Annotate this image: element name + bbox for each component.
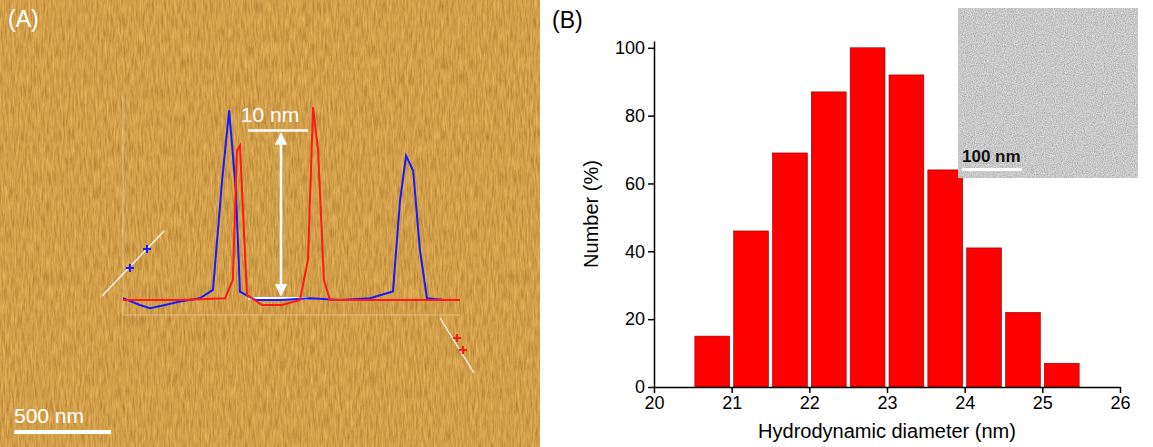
y-axis: 0 20 40 60 80 100 (615, 38, 655, 397)
y-tick-label: 60 (625, 174, 645, 194)
y-tick-mark (648, 319, 654, 321)
x-axis-line (123, 315, 460, 316)
annotation-label: 10 nm (241, 103, 299, 126)
y-axis-title: Number (%) (580, 160, 602, 268)
histogram-bar (1006, 312, 1041, 387)
y-tick-label: 80 (625, 106, 645, 126)
x-tick: 23 (877, 387, 897, 413)
panel-a: 10 nm 500 nm (A) (0, 0, 540, 447)
y-tick: 60 (625, 174, 654, 194)
x-tick: 26 (1110, 387, 1130, 413)
histogram-bar (734, 231, 769, 387)
x-tick-label: 25 (1033, 393, 1053, 413)
y-tick-label: 20 (625, 309, 645, 329)
histogram-bar (850, 48, 885, 387)
afm-image-texture (0, 0, 540, 447)
y-axis-line (123, 97, 124, 315)
y-tick-label: 0 (635, 377, 645, 397)
section-cursor (453, 334, 467, 354)
x-axis-title: Hydrodynamic diameter (nm) (758, 420, 1016, 442)
y-tick: 100 (615, 38, 654, 58)
height-profile (123, 107, 460, 305)
histogram-bar (967, 248, 1002, 387)
scale-bar (14, 430, 111, 434)
histogram-bar (811, 92, 846, 387)
y-tick-label: 100 (615, 38, 645, 58)
y-tick-mark (648, 251, 654, 253)
annotation-arrow (280, 134, 283, 296)
x-tick: 20 (644, 387, 664, 413)
y-tick: 0 (635, 377, 654, 397)
section-cursor (126, 245, 151, 272)
x-tick-label: 24 (955, 393, 975, 413)
annotation-level (248, 129, 308, 132)
x-tick: 21 (722, 387, 742, 413)
panel-label: (A) (8, 6, 39, 32)
x-axis: 20 21 22 23 24 25 26 (644, 387, 1130, 413)
x-tick-label: 26 (1110, 393, 1130, 413)
tem-inset (958, 8, 1138, 178)
section-line (440, 318, 474, 373)
inset-scale-bar (962, 168, 1022, 171)
x-tick: 25 (1033, 387, 1053, 413)
scale-bar-label: 500 nm (14, 404, 84, 427)
figure-svg: 10 nm500 nm(A)20212223242526020406080100… (0, 0, 1153, 447)
x-tick-label: 22 (800, 393, 820, 413)
y-tick-label: 40 (625, 242, 645, 262)
profile-lines (123, 107, 460, 308)
histogram-bar (773, 153, 808, 387)
afm-image-base (0, 0, 540, 447)
y-tick-mark (648, 183, 654, 185)
y-tick-mark (648, 387, 654, 389)
y-axis-line (654, 42, 656, 388)
histogram-bar (695, 336, 730, 387)
histogram-bar (1044, 363, 1079, 387)
y-tick: 80 (625, 106, 654, 126)
x-tick: 24 (955, 387, 975, 413)
panel-label: (B) (552, 7, 583, 33)
y-tick-mark (648, 115, 654, 117)
y-tick: 20 (625, 309, 654, 329)
x-tick-label: 21 (722, 393, 742, 413)
y-tick: 40 (625, 242, 654, 262)
height-profile (123, 110, 460, 308)
figure: 10 nm500 nm(A)20212223242526020406080100… (0, 0, 1153, 447)
x-tick-label: 23 (877, 393, 897, 413)
x-tick: 22 (800, 387, 820, 413)
histogram-bar (928, 170, 963, 387)
inset-scale-label: 100 nm (962, 147, 1021, 166)
histogram-bar (889, 75, 924, 387)
section-line (102, 231, 164, 296)
y-tick-mark (648, 48, 654, 50)
x-tick-label: 20 (644, 393, 664, 413)
panel-b: 20212223242526020406080100Hydrodynamic d… (552, 7, 1138, 442)
